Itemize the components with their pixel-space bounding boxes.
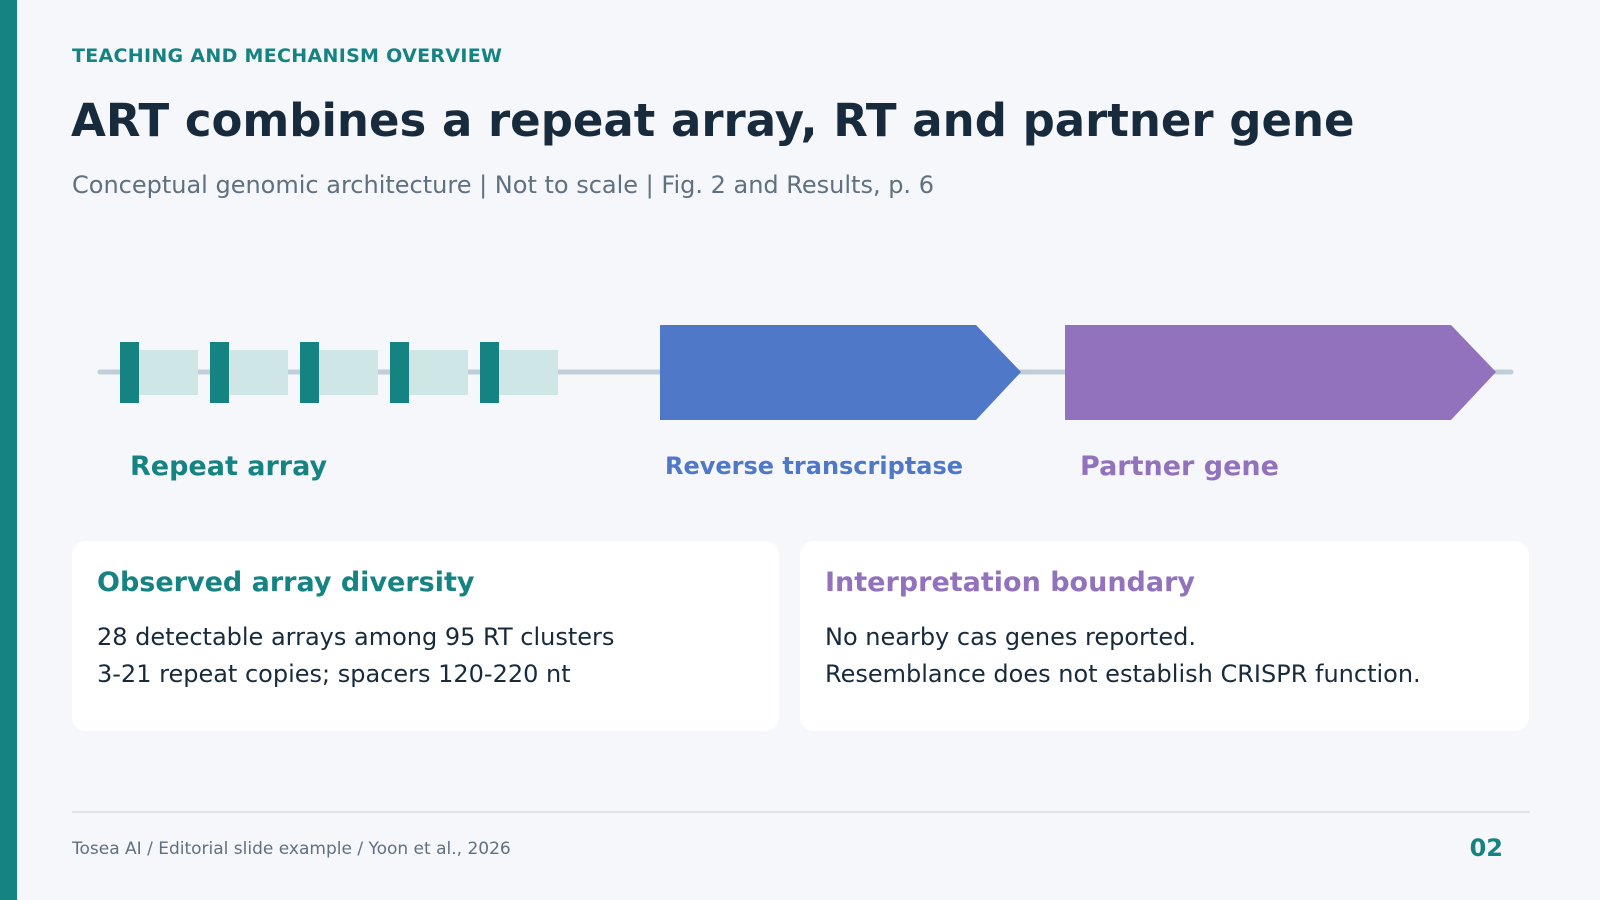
slide-title: ART combines a repeat array, RT and part… xyxy=(71,94,1355,147)
repeat-array-label: Repeat array xyxy=(130,451,328,482)
repeat-block xyxy=(210,342,229,403)
card-title: Observed array diversity xyxy=(97,567,475,598)
page-number: 02 xyxy=(1469,834,1503,862)
array-diversity-card: Observed array diversity 28 detectable a… xyxy=(72,541,779,731)
eyebrow-label: TEACHING AND MECHANISM OVERVIEW xyxy=(72,45,503,67)
card-text-line: Resemblance does not establish CRISPR fu… xyxy=(825,660,1421,688)
spacer-block xyxy=(139,350,198,395)
card-title: Interpretation boundary xyxy=(825,567,1195,598)
spacer-block xyxy=(229,350,288,395)
interpretation-boundary-card: Interpretation boundary No nearby cas ge… xyxy=(800,541,1529,731)
repeat-block xyxy=(120,342,139,403)
card-text-line: 28 detectable arrays among 95 RT cluster… xyxy=(97,623,615,651)
repeat-block xyxy=(480,342,499,403)
partner-gene-label: Partner gene xyxy=(1080,451,1279,482)
partner-gene-arrow xyxy=(1065,325,1496,420)
reverse-transcriptase-label: Reverse transcriptase xyxy=(665,452,964,480)
card-text-line: 3-21 repeat copies; spacers 120-220 nt xyxy=(97,660,571,688)
repeat-block xyxy=(390,342,409,403)
footer-source: Tosea AI / Editorial slide example / Yoo… xyxy=(72,839,511,859)
reverse-transcriptase-gene-arrow xyxy=(660,325,1021,420)
slide-subtitle: Conceptual genomic architecture | Not to… xyxy=(72,171,934,199)
spacer-block xyxy=(319,350,378,395)
spacer-block xyxy=(409,350,468,395)
repeat-array xyxy=(120,342,558,403)
card-text-line: No nearby cas genes reported. xyxy=(825,623,1196,651)
accent-bar xyxy=(0,0,17,900)
footer-divider xyxy=(72,811,1530,813)
repeat-block xyxy=(300,342,319,403)
spacer-block xyxy=(499,350,558,395)
